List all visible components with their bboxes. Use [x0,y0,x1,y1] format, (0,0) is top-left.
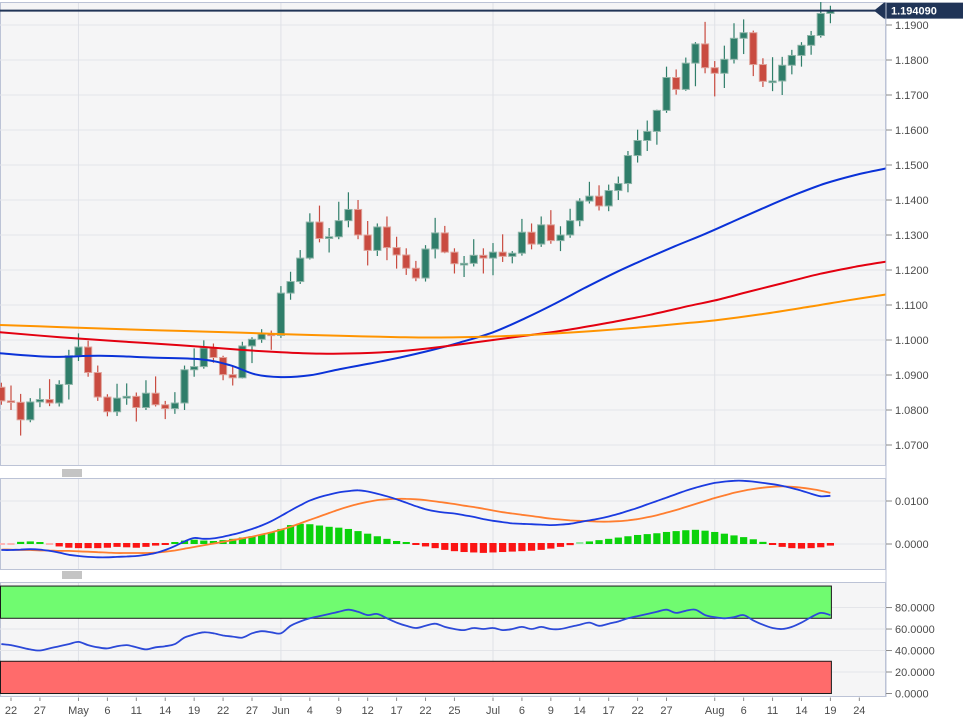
svg-text:19: 19 [188,705,200,717]
rsi-oversold-zone [0,660,832,695]
svg-text:27: 27 [246,705,258,717]
svg-text:May: May [68,705,89,717]
svg-text:1.1400: 1.1400 [895,195,929,207]
svg-text:0.0100: 0.0100 [895,496,929,508]
svg-text:60.0000: 60.0000 [895,624,935,636]
svg-text:Jun: Jun [272,705,290,717]
svg-text:14: 14 [795,705,807,717]
svg-text:1.1200: 1.1200 [895,265,929,277]
macd-histogram [0,523,834,553]
svg-text:17: 17 [603,705,615,717]
svg-text:1.1800: 1.1800 [895,55,929,67]
macd-line [1,479,831,559]
svg-text:1.1500: 1.1500 [895,160,929,172]
svg-text:Jul: Jul [486,705,500,717]
price-axis[interactable]: 1.1900 1.1800 1.1700 1.1600 1.1500 1.1400 1.13… [885,2,935,701]
svg-text:22: 22 [5,705,17,717]
svg-text:11: 11 [131,705,142,717]
panel-resize-grip-2[interactable] [62,571,82,579]
svg-text:40.0000: 40.0000 [895,646,935,658]
svg-text:25: 25 [448,705,460,717]
current-price-tag: 1.194090 [874,2,963,19]
svg-text:9: 9 [336,705,342,717]
svg-text:12: 12 [362,705,374,717]
svg-text:1.194090: 1.194090 [891,6,937,18]
svg-text:1.0900: 1.0900 [895,370,929,382]
svg-text:24: 24 [853,705,865,717]
svg-text:27: 27 [660,705,672,717]
rsi-zones [0,585,832,695]
rsi-overbought-zone [0,585,832,619]
panel-resize-grip-1[interactable] [62,469,82,477]
svg-text:6: 6 [519,705,525,717]
svg-text:0.0000: 0.0000 [895,539,929,551]
svg-text:9: 9 [548,705,554,717]
rsi-line [1,608,831,652]
svg-text:1.1700: 1.1700 [895,90,929,102]
svg-text:4: 4 [307,705,313,717]
svg-text:20.0000: 20.0000 [895,667,935,679]
macd-signal-line [1,485,831,554]
svg-text:22: 22 [217,705,229,717]
svg-text:1.0700: 1.0700 [895,440,929,452]
svg-text:1.1000: 1.1000 [895,335,929,347]
svg-text:1.1300: 1.1300 [895,230,929,242]
svg-text:6: 6 [741,705,747,717]
svg-text:19: 19 [824,705,836,717]
svg-text:14: 14 [159,705,171,717]
svg-text:14: 14 [574,705,586,717]
svg-text:0.0000: 0.0000 [895,689,929,701]
svg-text:1.1600: 1.1600 [895,125,929,137]
ma-mid-red [0,260,886,355]
ma-slow-orange [0,293,886,339]
svg-text:80.0000: 80.0000 [895,603,935,615]
svg-text:17: 17 [390,705,402,717]
date-axis[interactable]: 22 27 May 6 11 14 19 22 27 Jun 4 9 12 17 22 25 Jul 6 9 14 17… [5,697,866,718]
candles-layer [0,2,835,436]
svg-text:22: 22 [631,705,643,717]
svg-text:1.1900: 1.1900 [895,20,929,32]
svg-text:27: 27 [34,705,46,717]
svg-text:1.0800: 1.0800 [895,405,929,417]
svg-text:Aug: Aug [705,705,725,717]
svg-text:6: 6 [104,705,110,717]
svg-text:22: 22 [419,705,431,717]
svg-text:1.1100: 1.1100 [895,300,928,312]
svg-text:11: 11 [767,705,778,717]
